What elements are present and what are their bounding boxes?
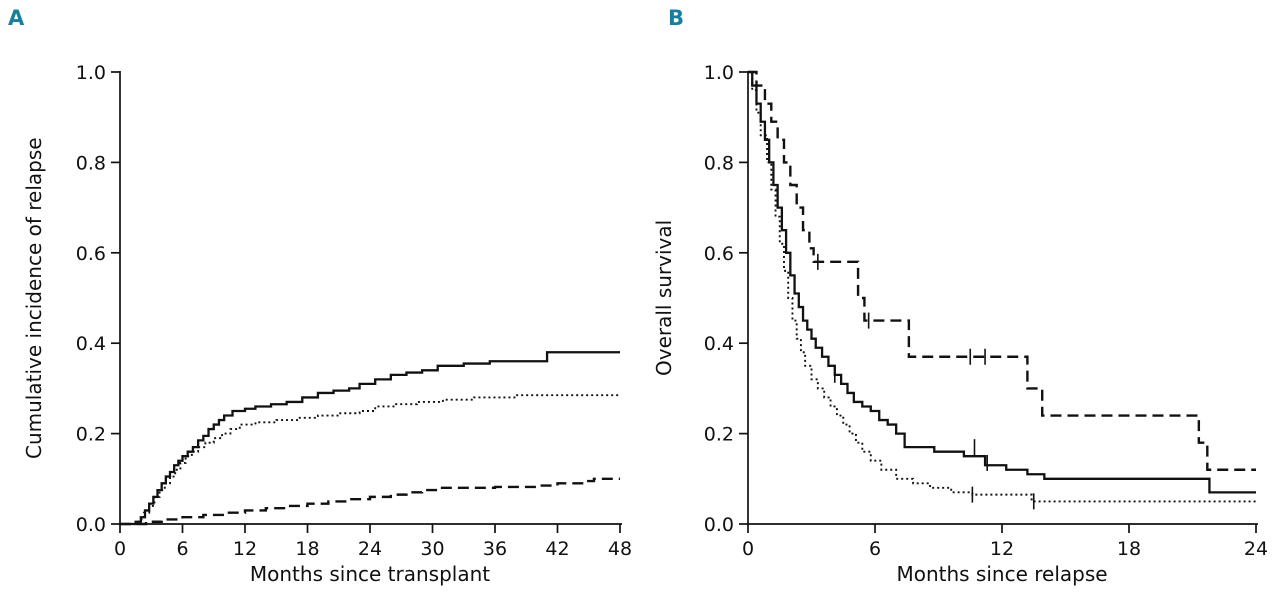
svg-text:42: 42 [545, 538, 569, 560]
svg-text:30: 30 [420, 538, 444, 560]
svg-text:6: 6 [869, 538, 881, 560]
svg-text:48: 48 [608, 538, 632, 560]
svg-text:0.8: 0.8 [704, 152, 734, 174]
panel-b-x-axis-title: Months since relapse [896, 562, 1108, 586]
svg-text:24: 24 [1244, 538, 1268, 560]
svg-text:12: 12 [233, 538, 257, 560]
svg-text:0.0: 0.0 [704, 514, 734, 536]
svg-text:0.8: 0.8 [76, 152, 106, 174]
svg-text:6: 6 [176, 538, 188, 560]
svg-text:0.2: 0.2 [704, 424, 734, 446]
svg-text:0: 0 [114, 538, 126, 560]
svg-text:0.0: 0.0 [76, 514, 106, 536]
panel-a-x-axis-title: Months since transplant [249, 562, 491, 586]
svg-text:0.4: 0.4 [76, 333, 106, 355]
svg-text:36: 36 [483, 538, 507, 560]
svg-text:0.4: 0.4 [704, 333, 734, 355]
svg-text:12: 12 [990, 538, 1014, 560]
svg-text:24: 24 [358, 538, 382, 560]
svg-text:0.2: 0.2 [76, 424, 106, 446]
svg-text:1.0: 1.0 [76, 62, 106, 84]
svg-text:0.6: 0.6 [704, 243, 734, 265]
svg-text:0.6: 0.6 [76, 243, 106, 265]
svg-text:0: 0 [742, 538, 754, 560]
svg-text:18: 18 [1117, 538, 1141, 560]
panel-b-label: B [668, 6, 685, 30]
svg-text:18: 18 [295, 538, 319, 560]
panel-a-label: A [8, 6, 25, 30]
svg-text:1.0: 1.0 [704, 62, 734, 84]
